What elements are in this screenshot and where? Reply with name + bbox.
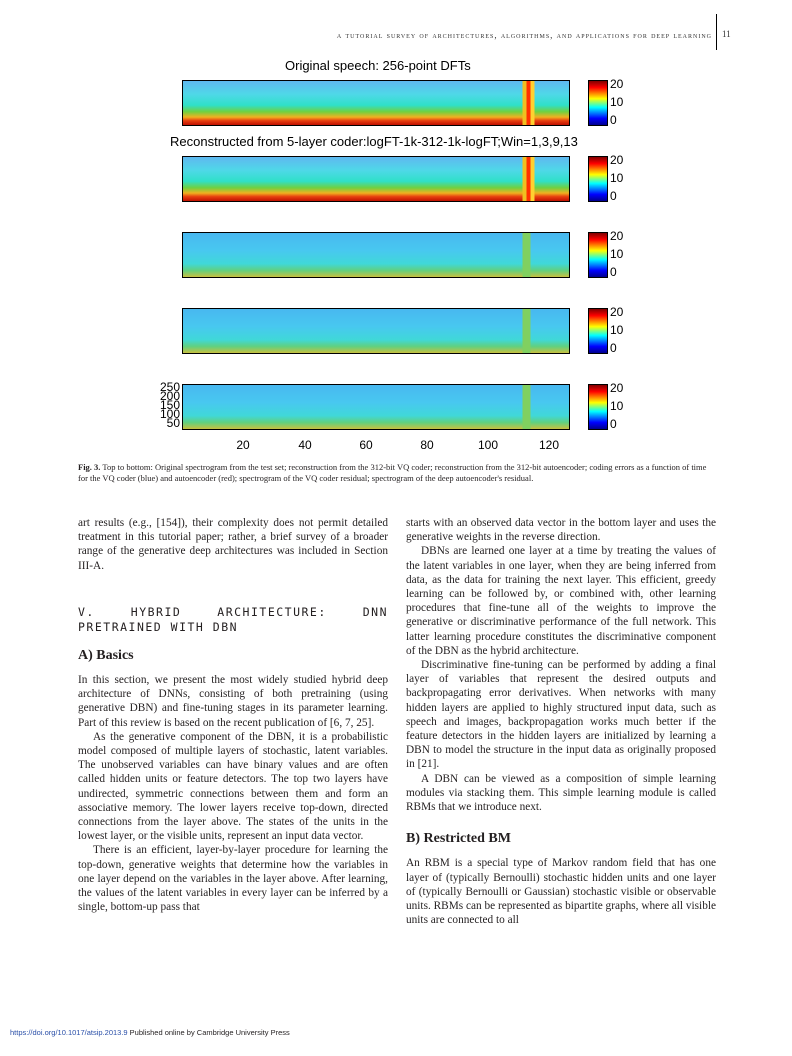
colorbar-3-label-0: 0 — [610, 265, 617, 279]
right-column: starts with an observed data vector in t… — [406, 516, 716, 927]
figure-title-reconstructed: Reconstructed from 5-layer coder:logFT-1… — [170, 134, 578, 149]
x-tick-60: 60 — [359, 438, 373, 452]
right-paragraph-3: Discriminative fine-tuning can be perfor… — [406, 659, 716, 771]
left-paragraph-4: There is an efficient, layer-by-layer pr… — [78, 844, 388, 914]
y-tick-200: 200 — [160, 389, 181, 403]
running-head: A TUTORIAL SURVEY OF ARCHITECTURES, ALGO… — [336, 30, 712, 40]
left-paragraph-1: art results (e.g., [154]), their complex… — [78, 517, 388, 572]
x-tick-20: 20 — [236, 438, 250, 452]
x-tick-100: 100 — [477, 438, 499, 452]
spectrogram-original — [182, 80, 570, 126]
colorbar-5-label-10: 10 — [610, 399, 624, 413]
section-heading-v: V. HYBRID ARCHITECTURE: DNN PRETRAINED W… — [78, 604, 388, 634]
page-number: 11 — [722, 29, 731, 39]
x-tick-80: 80 — [420, 438, 434, 452]
figure-caption: Fig. 3. Top to bottom: Original spectrog… — [78, 462, 718, 484]
right-paragraph-4: A DBN can be viewed as a composition of … — [406, 772, 716, 814]
colorbar-1-label-0: 0 — [610, 113, 617, 127]
right-paragraph-2: DBNs are learned one layer at a time by … — [406, 545, 716, 657]
spectrogram-vq-reconstruction — [182, 156, 570, 202]
left-paragraph-2: In this section, we present the most wid… — [78, 674, 388, 729]
publisher-note: Published online by Cambridge University… — [127, 1028, 290, 1037]
figure-title-original: Original speech: 256-point DFTs — [285, 58, 471, 73]
left-column: art results (e.g., [154]), their complex… — [78, 516, 388, 914]
caption-label: Fig. 3. — [78, 462, 101, 472]
colorbar-2 — [588, 156, 608, 202]
x-tick-120: 120 — [538, 438, 560, 452]
colorbar-1-label-20: 20 — [610, 77, 624, 91]
colorbar-5 — [588, 384, 608, 430]
colorbar-3-label-10: 10 — [610, 247, 624, 261]
colorbar-3 — [588, 232, 608, 278]
y-tick-150: 150 — [160, 398, 181, 412]
colorbar-1-label-10: 10 — [610, 95, 624, 109]
subsection-heading-rbm: B) Restricted BM — [406, 831, 511, 847]
caption-text: Top to bottom: Original spectrogram from… — [78, 462, 707, 483]
y-tick-250: 250 — [160, 380, 181, 394]
colorbar-1 — [588, 80, 608, 126]
colorbar-3-label-20: 20 — [610, 229, 624, 243]
right-paragraph-1: starts with an observed data vector in t… — [406, 517, 716, 544]
spectrogram-vq-residual — [182, 308, 570, 354]
footer: https://doi.org/10.1017/atsip.2013.9 Pub… — [10, 1028, 290, 1037]
y-tick-100: 100 — [160, 407, 181, 421]
colorbar-4-label-20: 20 — [610, 305, 624, 319]
spectrogram-autoencoder-residual — [182, 384, 570, 430]
colorbar-4 — [588, 308, 608, 354]
colorbar-2-label-10: 10 — [610, 171, 624, 185]
colorbar-5-label-0: 0 — [610, 417, 617, 431]
colorbar-4-label-10: 10 — [610, 323, 624, 337]
spectrogram-autoencoder-reconstruction — [182, 232, 570, 278]
x-tick-40: 40 — [298, 438, 312, 452]
colorbar-5-label-20: 20 — [610, 381, 624, 395]
y-tick-50: 50 — [166, 416, 180, 430]
subsection-heading-basics: A) Basics — [78, 647, 134, 663]
colorbar-2-label-0: 0 — [610, 189, 617, 203]
right-paragraph-5: An RBM is a special type of Markov rando… — [406, 857, 716, 927]
colorbar-4-label-0: 0 — [610, 341, 617, 355]
doi-link[interactable]: https://doi.org/10.1017/atsip.2013.9 — [10, 1028, 128, 1037]
figure-3: Original speech: 256-point DFTs Reconstr… — [160, 58, 650, 452]
colorbar-2-label-20: 20 — [610, 153, 624, 167]
left-paragraph-3: As the generative component of the DBN, … — [78, 730, 388, 843]
header-rule — [716, 14, 717, 50]
